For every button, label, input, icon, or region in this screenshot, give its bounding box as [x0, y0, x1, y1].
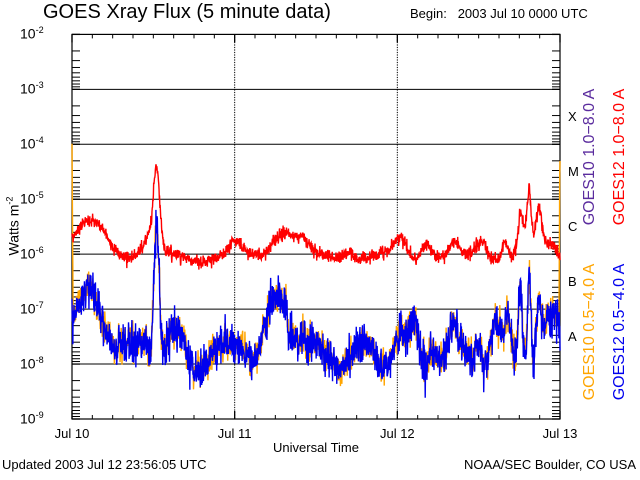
svg-text:GOES12 0.5−4.0 A: GOES12 0.5−4.0 A — [611, 263, 628, 400]
svg-text:GOES12 1.0−8.0 A: GOES12 1.0−8.0 A — [611, 88, 628, 225]
svg-text:GOES10 1.0−8.0 A: GOES10 1.0−8.0 A — [581, 88, 598, 225]
svg-text:GOES10 0.5−4.0 A: GOES10 0.5−4.0 A — [581, 263, 598, 400]
